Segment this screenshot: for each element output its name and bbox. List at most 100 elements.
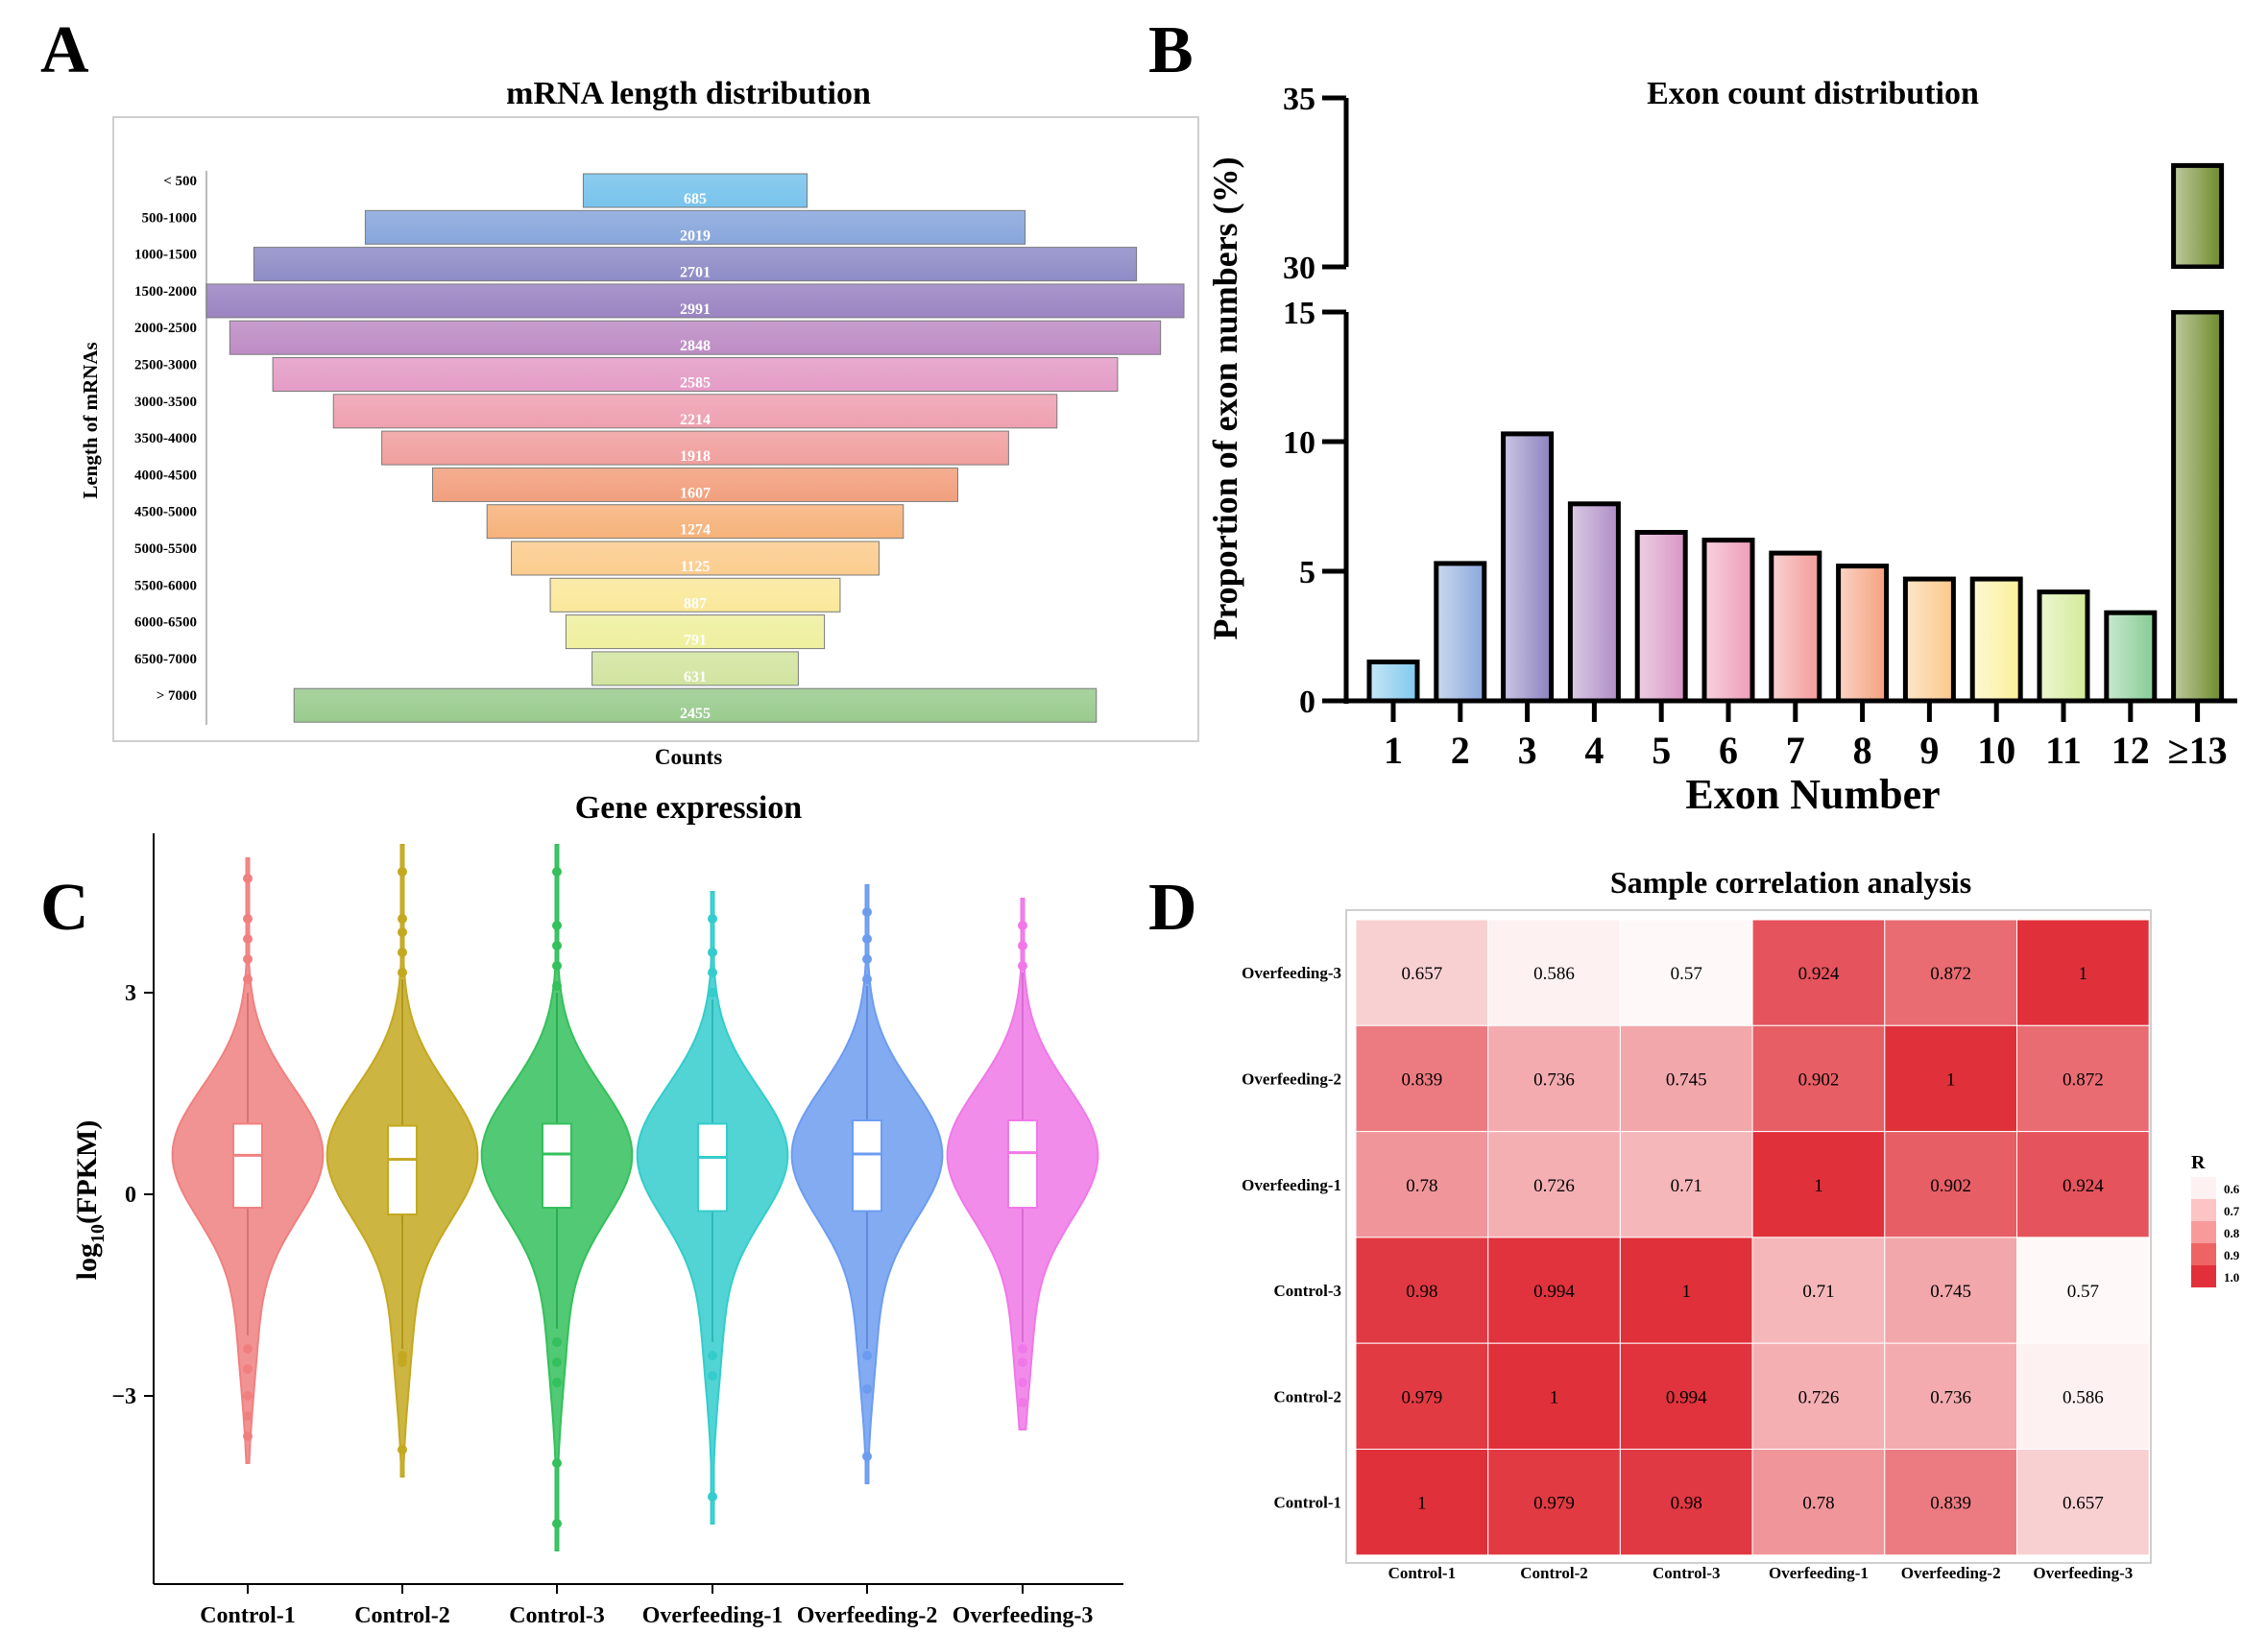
panel-letter-d: D: [1148, 871, 1197, 945]
violin-box-3: [697, 1122, 728, 1213]
panel-b-xtick-label-1: 2: [1451, 729, 1470, 772]
heatmap-cell-0-5: [2016, 919, 2150, 1026]
length-bar-value-11: 887: [684, 595, 707, 612]
violin-outlier-3-5: [708, 948, 717, 957]
violin-outlier-2-7: [552, 941, 562, 950]
panel-b-xtick-label-2: 3: [1518, 729, 1537, 772]
violin-outlier-5-0: [1018, 1344, 1027, 1354]
heatmap-value-1-0: 0.839: [1401, 1069, 1442, 1090]
panel-a-xlabel: Counts: [655, 745, 722, 769]
violin-outlier-1-6: [398, 914, 407, 924]
heatmap-cell-5-2: [1619, 1449, 1753, 1556]
violin-outlier-2-2: [552, 1378, 562, 1387]
heatmap-cell-3-1: [1487, 1237, 1621, 1344]
violin-outlier-3-1: [708, 1371, 717, 1381]
exon-bar-lower-12: [2171, 309, 2225, 704]
length-bar-value-6: 2214: [680, 412, 711, 428]
length-category-label-11: 5500-6000: [134, 578, 197, 593]
violin-outlier-3-3: [708, 988, 717, 997]
heatmap-cell-3-5: [2016, 1237, 2150, 1344]
heatmap-value-1-4: 1: [1946, 1069, 1956, 1090]
exon-bar-9: [1969, 576, 2023, 704]
heatmap-value-1-3: 0.902: [1798, 1069, 1840, 1090]
length-category-label-12: 6000-6500: [134, 615, 197, 631]
panel-b-xtick-label-6: 7: [1786, 729, 1805, 772]
panel-b-xtick-label-10: 11: [2045, 729, 2082, 772]
exon-bar-break-12: [2169, 269, 2226, 310]
heatmap-row-label-1: Overfeeding-2: [1242, 1069, 1341, 1088]
heatmap-legend-swatch-4: [2191, 1265, 2216, 1287]
exon-bar-7: [1836, 564, 1890, 704]
length-bar-10: [511, 541, 880, 576]
heatmap-cell-0-0: [1355, 919, 1489, 1026]
violin-outlier-1-1: [398, 1358, 407, 1367]
length-bar-12: [565, 614, 826, 650]
violin-outlier-5-6: [1018, 921, 1027, 930]
length-category-label-5: 2500-3000: [134, 358, 197, 373]
exon-bar-10: [2037, 589, 2090, 704]
heatmap-value-5-4: 0.839: [1930, 1494, 1971, 1514]
panel-b-ylabel: Proportion of exon numbers (%): [1206, 156, 1244, 639]
heatmap-value-2-4: 0.902: [1930, 1176, 1971, 1196]
length-category-label-14: > 7000: [157, 688, 197, 704]
violin-outlier-0-5: [243, 974, 253, 984]
exon-bar-8: [1902, 576, 1956, 704]
length-bar-1: [364, 209, 1026, 245]
panel-c-xtick-label-1: Control-2: [354, 1603, 450, 1628]
panel-c-violins: [171, 844, 1099, 1551]
panel-b-xlabel: Exon Number: [1685, 771, 1940, 818]
length-bar-value-8: 1607: [680, 485, 711, 501]
heatmap-col-label-3: Overfeeding-1: [1769, 1564, 1869, 1582]
panel-d-cells: Overfeeding-3 0.657 0.586 0.57 0.924 0.872 1 Ov…: [1242, 919, 2150, 1582]
panel-b-ytick-label-lower-2: 10: [1283, 425, 1315, 461]
panel-b-ytick-label-lower-1: 5: [1299, 555, 1315, 590]
panel-c-xtick-label-4: Overfeeding-2: [797, 1603, 938, 1628]
heatmap-legend-title: R: [2191, 1152, 2206, 1173]
violin-outlier-1-2: [398, 1445, 407, 1454]
heatmap-value-0-5: 1: [2079, 964, 2088, 984]
length-category-label-6: 3000-3500: [134, 395, 197, 410]
panel-c-ytick-label-1: 0: [125, 1183, 136, 1208]
heatmap-col-label-1: Control-2: [1520, 1564, 1588, 1582]
panel-c-ytick-label-2: 3: [125, 981, 136, 1006]
panel-b-xtick-label-7: 8: [1853, 729, 1872, 772]
exon-bar-6: [1769, 550, 1822, 704]
panel-b-xtick-label-8: 9: [1919, 729, 1939, 772]
heatmap-value-4-1: 1: [1550, 1387, 1559, 1407]
heatmap-value-5-2: 0.98: [1671, 1494, 1702, 1514]
exon-bar-11: [2104, 610, 2158, 704]
violin-outlier-1-4: [398, 948, 407, 957]
heatmap-cell-4-4: [1884, 1342, 2018, 1450]
length-category-label-2: 1000-1500: [134, 248, 197, 263]
heatmap-legend-swatch-1: [2191, 1199, 2216, 1221]
heatmap-value-0-1: 0.586: [1533, 964, 1575, 984]
heatmap-legend-swatch-3: [2191, 1243, 2216, 1265]
length-bar-5: [272, 357, 1119, 392]
violin-outlier-3-2: [708, 1492, 717, 1502]
panel-b-bars: [1366, 162, 2226, 704]
violin-outlier-5-2: [1018, 1378, 1027, 1387]
heatmap-col-label-0: Control-1: [1388, 1564, 1457, 1582]
violin-outlier-1-3: [398, 968, 407, 977]
heatmap-col-label-4: Overfeeding-2: [1901, 1564, 2001, 1582]
length-bar-6: [332, 394, 1058, 429]
heatmap-value-4-2: 0.994: [1666, 1387, 1707, 1407]
length-bar-11: [549, 577, 841, 613]
heatmap-value-3-4: 0.745: [1930, 1282, 1971, 1302]
panel-b-exon-count: Exon count distribution Exon Number Prop…: [1206, 76, 2237, 818]
panel-c-xtick-label-5: Overfeeding-3: [953, 1603, 1094, 1628]
panel-b-title: Exon count distribution: [1647, 76, 1979, 111]
heatmap-value-2-2: 0.71: [1671, 1176, 1702, 1196]
length-bar-value-14: 2455: [680, 706, 711, 722]
heatmap-value-3-5: 0.57: [2067, 1282, 2099, 1302]
heatmap-value-5-1: 0.979: [1533, 1494, 1575, 1514]
heatmap-value-1-2: 0.745: [1666, 1069, 1707, 1090]
heatmap-cell-4-2: [1619, 1342, 1753, 1450]
heatmap-cell-5-3: [1751, 1449, 1886, 1556]
violin-outlier-5-5: [1018, 941, 1027, 950]
panel-c-ylabel: log10(FPKM): [71, 1120, 109, 1281]
heatmap-value-0-2: 0.57: [1671, 964, 1702, 984]
violin-box-1: [387, 1124, 418, 1215]
panel-b-ytick-label-upper-0: 30: [1283, 251, 1315, 286]
heatmap-legend-tick-1: 0.7: [2224, 1204, 2240, 1218]
